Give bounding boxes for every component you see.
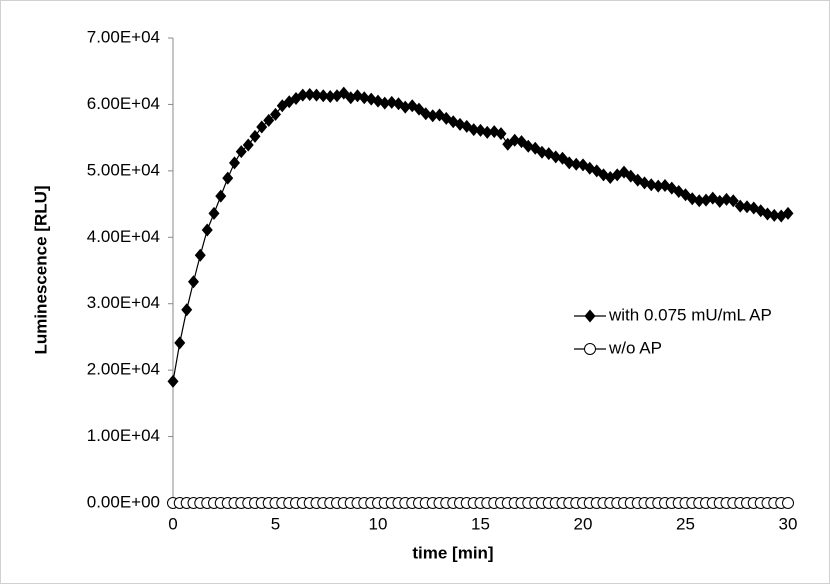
y-tick-label: 2.00E+04 <box>87 360 160 379</box>
data-point <box>215 189 227 203</box>
data-point <box>468 123 480 137</box>
data-point <box>304 87 316 101</box>
data-point <box>652 179 664 193</box>
data-point <box>249 129 261 143</box>
y-tick-label: 4.00E+04 <box>87 227 160 246</box>
x-tick-label: 0 <box>168 514 177 533</box>
x-tick-label: 20 <box>574 514 593 533</box>
x-tick-label: 10 <box>369 514 388 533</box>
y-axis-title: Luminescence [RLU] <box>31 185 50 354</box>
legend-label: w/o AP <box>608 338 662 357</box>
y-tick-label: 6.00E+04 <box>87 94 160 113</box>
data-point <box>208 206 220 220</box>
x-tick-label: 15 <box>471 514 490 533</box>
data-point <box>194 248 206 262</box>
data-point <box>297 88 309 102</box>
data-point <box>734 199 746 213</box>
data-point <box>263 113 275 127</box>
data-point <box>167 374 179 388</box>
data-point <box>427 109 439 123</box>
data-point <box>229 156 240 170</box>
data-point <box>563 156 575 170</box>
data-point <box>782 497 794 509</box>
data-point <box>495 127 507 141</box>
legend-marker <box>584 343 596 355</box>
data-point <box>721 192 732 206</box>
x-tick-label: 25 <box>676 514 695 533</box>
data-point <box>727 194 739 208</box>
legend-label: with 0.075 mU/mL AP <box>608 305 772 324</box>
data-point <box>768 208 780 222</box>
data-point <box>222 171 234 185</box>
data-point <box>174 336 186 350</box>
data-point <box>509 133 521 147</box>
data-point <box>324 89 336 103</box>
data-point <box>256 120 268 134</box>
data-point <box>201 223 213 237</box>
data-point <box>386 95 398 109</box>
y-tick-label: 1.00E+04 <box>87 426 160 445</box>
data-point <box>379 96 391 110</box>
data-point <box>317 89 329 103</box>
data-point <box>645 178 657 192</box>
data-point <box>550 150 562 164</box>
data-point <box>762 207 773 221</box>
data-point <box>242 138 254 152</box>
data-point <box>481 125 493 139</box>
y-tick-label: 3.00E+04 <box>87 293 160 312</box>
data-point <box>693 194 705 208</box>
data-point <box>741 200 753 214</box>
data-point <box>188 275 199 289</box>
data-point <box>782 206 794 220</box>
y-tick-label: 5.00E+04 <box>87 160 160 179</box>
y-tick-label: 0.00E+00 <box>87 492 160 511</box>
data-point <box>454 117 466 131</box>
data-point <box>311 88 322 102</box>
data-point <box>399 100 411 114</box>
y-tick-label: 7.00E+04 <box>87 27 160 46</box>
data-point <box>235 145 247 159</box>
x-tick-label: 30 <box>779 514 798 533</box>
data-point <box>181 303 193 317</box>
x-tick-label: 5 <box>271 514 280 533</box>
data-point <box>570 157 582 171</box>
data-point <box>270 107 281 121</box>
data-point <box>536 145 548 159</box>
data-point <box>461 119 473 133</box>
x-axis-title: time [min] <box>412 543 493 562</box>
data-point <box>358 91 370 105</box>
legend-marker <box>584 309 596 323</box>
